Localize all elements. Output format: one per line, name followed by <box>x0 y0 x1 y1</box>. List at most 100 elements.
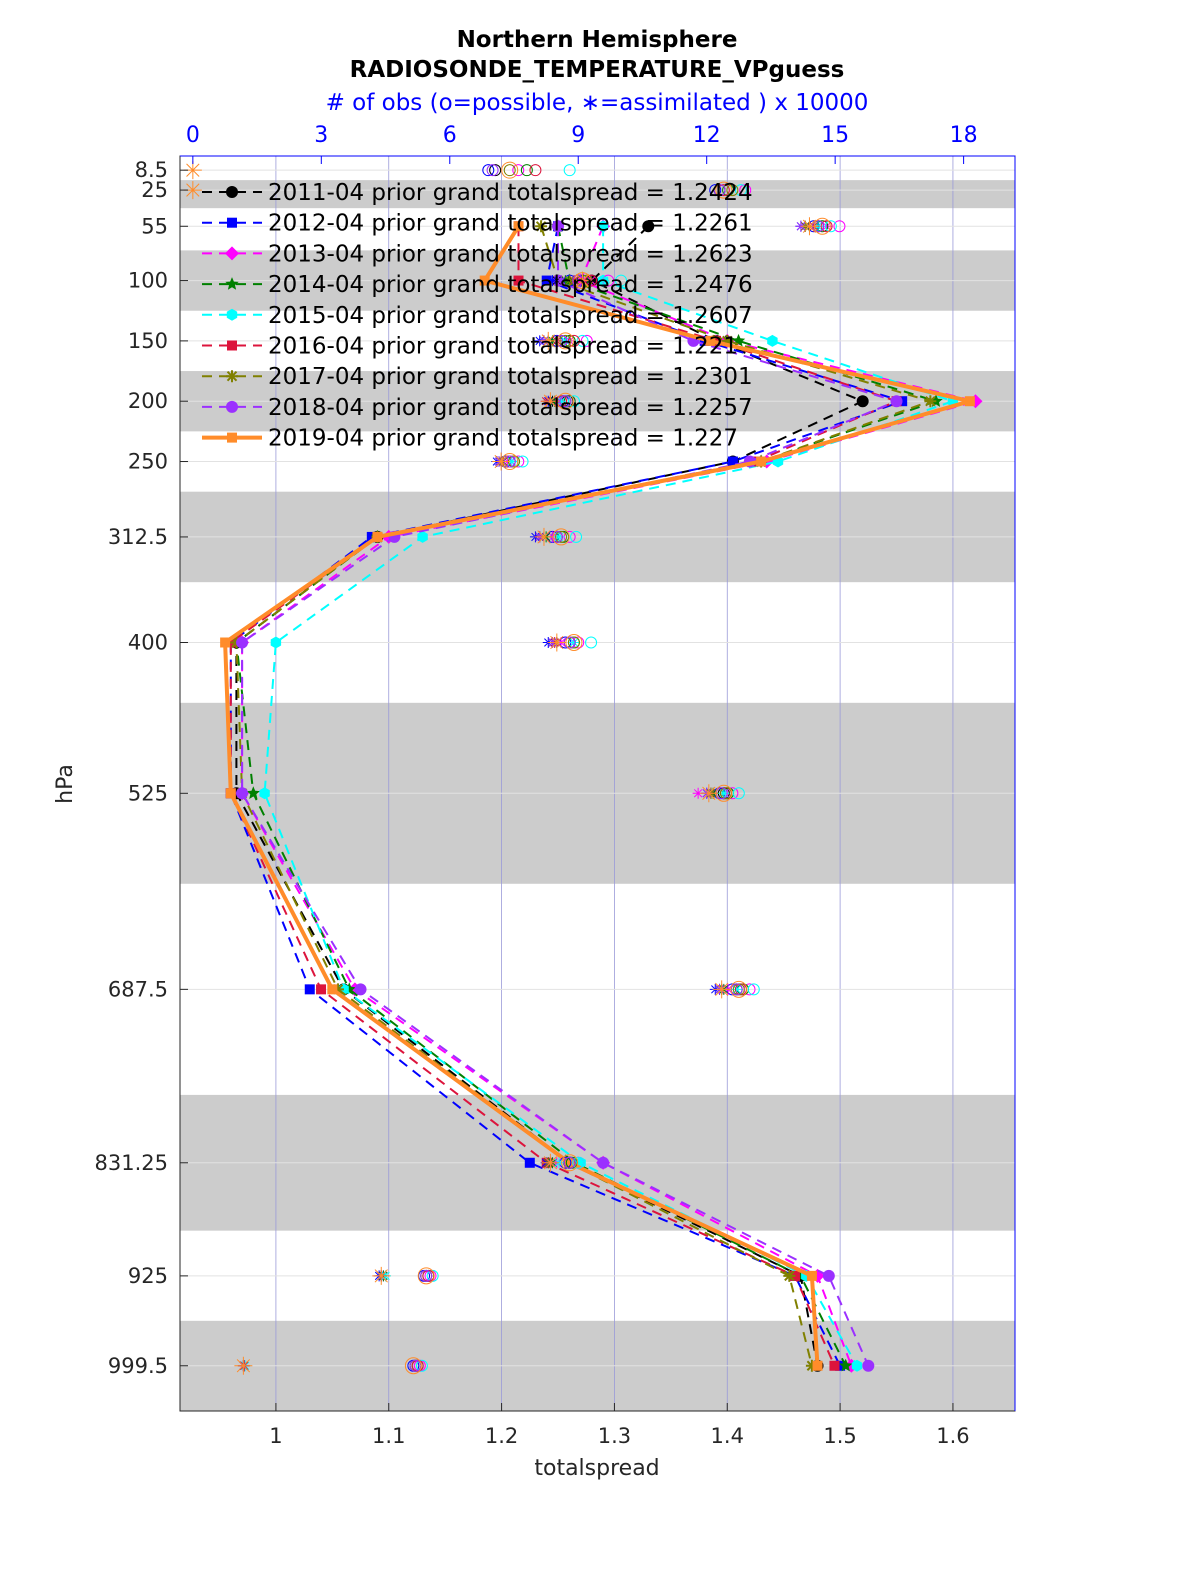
obs-possible-2018-04-0 <box>486 164 499 177</box>
top-axis-label: # of obs (o=possible, ∗=assimilated ) x … <box>326 90 869 116</box>
obs-possible-2018-04-5 <box>559 395 572 408</box>
legend-marker-2011-04 <box>226 186 238 198</box>
obs-possible-2019-04-11 <box>561 1154 579 1172</box>
obs-markers <box>183 161 846 1375</box>
x-tick-label-4: 1.4 <box>711 1424 744 1448</box>
series-point-2019-04-4 <box>756 456 767 467</box>
x-tick-label-0: 1 <box>269 1424 282 1448</box>
obs-assimilated-2019-04-3 <box>573 271 592 290</box>
series-point-2019-04-6 <box>220 637 231 648</box>
series-point-2019-04-7 <box>225 788 236 799</box>
series-point-2017-04-0 <box>535 220 548 233</box>
series-point-2015-04-11 <box>851 1359 863 1372</box>
obs-possible-2019-04-8 <box>565 633 583 651</box>
series-line-2019-04 <box>223 225 972 1366</box>
legend-marker-2017-04 <box>226 370 238 383</box>
obs-possible-2019-04-12 <box>417 1267 435 1285</box>
series-lines <box>220 219 983 1373</box>
series-point-2015-04-7 <box>259 787 270 800</box>
legend-label-2016-04: 2016-04 prior grand totalspread = 1.221 <box>268 334 738 360</box>
series-point-2019-04-10 <box>806 1270 817 1281</box>
series-point-2014-04-7 <box>246 786 260 799</box>
series-point-2018-04-8 <box>354 983 367 996</box>
legend-marker-2016-04 <box>227 340 237 351</box>
series-point-2015-04-5 <box>417 530 428 543</box>
obs-possible-2016-04-1 <box>717 184 730 197</box>
x-axis-ticks: 1 1.1 1.2 1.3 1.4 1.5 1.6 <box>269 1403 970 1448</box>
series-point-2012-04-4 <box>727 456 738 467</box>
shaded-band-0 <box>180 180 1015 209</box>
series-point-2011-04-3 <box>856 395 869 408</box>
obs-assimilated-2019-04-11 <box>541 1153 560 1172</box>
obs-possible-2019-04-1 <box>715 181 733 199</box>
obs-assimilated-2015-04-4 <box>559 335 571 347</box>
series-point-2012-04-1 <box>541 275 552 286</box>
obs-assimilated-2019-04-6 <box>492 452 511 471</box>
series-point-2014-04-11 <box>839 1358 853 1372</box>
series-point-2018-04-11 <box>862 1359 875 1372</box>
series-point-2017-04-10 <box>783 1269 796 1282</box>
obs-possible-2015-04-2 <box>824 220 837 233</box>
y-tick-label-9: 525 <box>128 781 168 805</box>
obs-assimilated-2015-04-8 <box>568 636 580 648</box>
top-tick-label-5: 15 <box>821 123 849 148</box>
y-tick-label-6: 250 <box>128 450 168 474</box>
legend-label-2019-04: 2019-04 prior grand totalspread = 1.227 <box>268 426 738 452</box>
legend-marker-2014-04 <box>225 277 239 290</box>
series-point-2015-04-0 <box>597 220 609 233</box>
obs-possible-2017-04-8 <box>567 636 580 649</box>
legend-label-2012-04: 2012-04 prior grand totalspread = 1.2261 <box>268 211 753 237</box>
obs-possible-2015-04-7 <box>570 530 583 543</box>
obs-possible-2017-04-1 <box>726 184 739 197</box>
obs-possible-2015-04-10 <box>747 983 760 996</box>
obs-assimilated-2015-04-5 <box>555 395 567 407</box>
top-tick-label-4: 12 <box>693 123 721 148</box>
obs-assimilated-2013-04-9 <box>692 787 704 799</box>
obs-assimilated-2015-04-3 <box>598 275 610 287</box>
obs-assimilated-2019-04-2 <box>800 217 819 236</box>
obs-possible-2019-04-13 <box>404 1357 422 1375</box>
series-point-2019-04-3 <box>964 396 975 407</box>
obs-assimilated-2019-04-0 <box>183 161 202 180</box>
series-point-2017-04-8 <box>331 983 344 996</box>
x-tick-label-5: 1.5 <box>823 1424 856 1448</box>
legend-marker-2013-04 <box>225 246 239 261</box>
top-tick-label-3: 9 <box>571 123 585 148</box>
obs-possible-2013-04-4 <box>580 334 593 347</box>
y-tick-label-0: 8.5 <box>135 158 168 182</box>
obs-possible-2018-04-12 <box>420 1269 433 1282</box>
series-point-2018-04-10 <box>822 1269 835 1282</box>
legend-label-2011-04: 2011-04 prior grand totalspread = 1.2424 <box>268 180 753 206</box>
obs-assimilated-2015-04-6 <box>506 456 518 468</box>
legend-label-2015-04: 2015-04 prior grand totalspread = 1.2607 <box>268 303 753 329</box>
legend-marker-2012-04 <box>227 217 237 228</box>
obs-assimilated-2013-04-2 <box>821 220 833 232</box>
obs-assimilated-2019-04-4 <box>539 331 558 350</box>
obs-possible-2018-04-11 <box>563 1156 576 1169</box>
series-line-2015-04 <box>263 226 954 1367</box>
y-tick-label-1: 25 <box>141 178 168 202</box>
y-tick-label-4: 150 <box>128 329 168 353</box>
legend-marker-2018-04 <box>226 400 238 413</box>
series-point-2019-04-5 <box>372 531 383 542</box>
obs-possible-2015-04-0 <box>563 164 576 177</box>
top-tick-label-1: 3 <box>314 123 328 148</box>
y-tick-label-13: 999.5 <box>108 1354 168 1378</box>
obs-possible-2015-04-8 <box>585 636 598 649</box>
obs-possible-2014-04-1 <box>722 184 735 197</box>
series-point-2016-04-1 <box>513 275 524 286</box>
series-point-2018-04-6 <box>236 636 249 649</box>
top-tick-label-0: 0 <box>186 123 200 148</box>
top-tick-label-2: 6 <box>443 123 457 148</box>
obs-assimilated-2019-04-13 <box>234 1356 253 1375</box>
obs-possible-2017-04-7 <box>555 530 568 543</box>
obs-possible-2015-04-4 <box>576 334 589 347</box>
series-point-2018-04-7 <box>236 787 249 800</box>
series-point-2019-04-0 <box>513 221 524 232</box>
obs-possible-2013-04-0 <box>512 164 525 177</box>
obs-assimilated-2019-04-8 <box>547 633 566 652</box>
obs-possible-2013-04-1 <box>739 184 752 197</box>
x-tick-label-1: 1.1 <box>372 1424 405 1448</box>
obs-possible-2015-04-1 <box>734 184 747 197</box>
series-point-2012-04-9 <box>524 1157 535 1168</box>
